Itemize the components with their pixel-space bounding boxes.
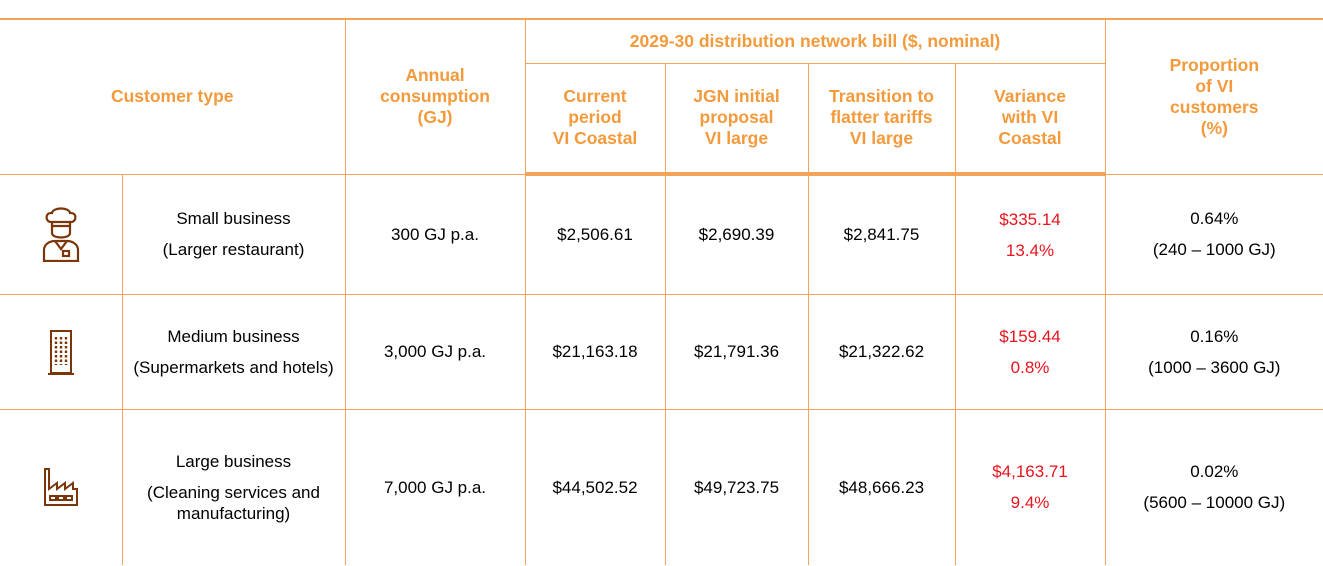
text-line: (Larger restaurant) xyxy=(162,240,305,259)
cell: $21,791.36 xyxy=(664,293,809,410)
data-row: Medium business (Supermarkets and hotels)… xyxy=(0,293,1323,410)
header-cell: JGN initial proposal VI large xyxy=(664,62,809,176)
header-cell: Transition to flatter tariffs VI large xyxy=(807,62,956,176)
cell: $48,666.23 xyxy=(807,408,956,565)
text-line: 0.8% xyxy=(1010,357,1050,377)
text-line: proposal xyxy=(699,107,774,128)
text-line: period xyxy=(568,107,622,128)
variance-cell: $159.44 0.8% xyxy=(954,293,1106,410)
text-line: 9.4% xyxy=(1010,493,1050,513)
text-line: 0.64% xyxy=(1190,209,1239,228)
type-cell: Small business (Larger restaurant) xyxy=(121,173,346,295)
text-line: (GJ) xyxy=(417,107,453,128)
data-row: Small business (Larger restaurant) 300 GJ… xyxy=(0,173,1323,295)
header-group: 2029-30 distribution network bill ($, no… xyxy=(524,18,1106,64)
text-line: flatter tariffs xyxy=(830,107,933,128)
text-line: $159.44 xyxy=(999,326,1061,346)
icon-cell xyxy=(0,293,123,410)
factory-icon xyxy=(43,468,78,507)
text-line: (1000 – 3600 GJ) xyxy=(1148,357,1281,377)
text-line: Current xyxy=(563,86,627,107)
text-line: Annual xyxy=(405,65,465,86)
cell: $21,163.18 xyxy=(524,293,666,410)
type-cell: Large business (Cleaning services and man… xyxy=(121,408,346,565)
text-line: Proportion xyxy=(1169,54,1260,75)
header-cell: Annual consumption (GJ) xyxy=(344,18,526,175)
text-line: JGN initial xyxy=(693,86,780,107)
text-line: Variance xyxy=(994,86,1067,107)
text-line: Coastal xyxy=(998,128,1062,149)
text-line: with VI xyxy=(1001,107,1059,128)
text-line: Large business xyxy=(175,451,292,471)
cell: 300 GJ p.a. xyxy=(344,173,526,295)
text-line: VI large xyxy=(849,128,914,149)
text-line: of VI xyxy=(1195,75,1234,96)
cell: $44,502.52 xyxy=(524,408,666,565)
cell: 7,000 GJ p.a. xyxy=(344,408,526,565)
chef-icon xyxy=(42,207,79,262)
text-line: (%) xyxy=(1200,117,1228,138)
text-line: (240 – 1000 GJ) xyxy=(1152,240,1276,259)
building-icon xyxy=(47,329,74,375)
text-line: 0.02% xyxy=(1190,462,1239,482)
cell: $49,723.75 xyxy=(664,408,809,565)
cell: $2,690.39 xyxy=(664,173,809,295)
text-line: Medium business xyxy=(167,326,300,346)
text-line: 13.4% xyxy=(1005,240,1055,260)
type-cell: Medium business (Supermarkets and hotels) xyxy=(121,293,346,410)
text-line: (Supermarkets and hotels) xyxy=(133,357,334,377)
cell: 0.16% (1000 – 3600 GJ) xyxy=(1104,293,1323,410)
text-line: (Cleaning services and manufacturing) xyxy=(147,482,320,523)
cell: $21,322.62 xyxy=(807,293,956,410)
variance-cell: $335.14 13.4% xyxy=(954,173,1106,295)
text-line: $4,163.71 xyxy=(992,462,1068,482)
header-cell: Customer type xyxy=(0,18,346,175)
text-line: customers xyxy=(1170,96,1259,117)
cell: 0.02% (5600 – 10000 GJ) xyxy=(1104,408,1323,565)
text-line: $335.14 xyxy=(999,209,1061,229)
header-cell: Proportion of VI customers (%) xyxy=(1104,18,1323,175)
text-line: 0.16% xyxy=(1190,326,1239,346)
variance-cell: $4,163.71 9.4% xyxy=(954,408,1106,565)
text-line: VI large xyxy=(704,128,769,149)
text-line: consumption xyxy=(380,86,490,107)
header-cell: Variance with VI Coastal xyxy=(954,62,1106,176)
header-cell: Current period VI Coastal xyxy=(524,62,666,176)
text-line: Transition to xyxy=(829,86,934,107)
text-line: VI Coastal xyxy=(552,128,638,149)
cell: $2,506.61 xyxy=(524,173,666,295)
data-row: Large business (Cleaning services and man… xyxy=(0,408,1323,565)
cell: 3,000 GJ p.a. xyxy=(344,293,526,410)
cell: 0.64% (240 – 1000 GJ) xyxy=(1104,173,1323,295)
header-row: Current period VI Coastal JGN initial propo… xyxy=(0,62,1323,176)
cell: $2,841.75 xyxy=(807,173,956,295)
icon-cell xyxy=(0,173,123,295)
icon-cell xyxy=(0,408,123,565)
header-row: Customer type Annual consumption (GJ) 2029… xyxy=(0,18,1323,175)
text-line: Small business xyxy=(176,209,291,228)
text-line: (5600 – 10000 GJ) xyxy=(1143,493,1286,513)
bill-table: Customer type Annual consumption (GJ) 2029… xyxy=(0,18,1323,565)
